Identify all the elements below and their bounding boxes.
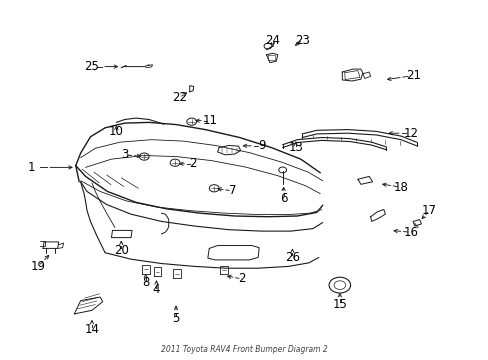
Text: 25: 25 bbox=[84, 60, 99, 73]
Text: 2011 Toyota RAV4 Front Bumper Diagram 2: 2011 Toyota RAV4 Front Bumper Diagram 2 bbox=[161, 345, 327, 354]
Text: 16: 16 bbox=[403, 226, 417, 239]
Text: 8: 8 bbox=[142, 276, 149, 289]
Text: 11: 11 bbox=[203, 114, 217, 127]
Text: 14: 14 bbox=[84, 323, 99, 336]
Text: 17: 17 bbox=[421, 204, 436, 217]
Text: 13: 13 bbox=[288, 141, 303, 154]
Text: 9: 9 bbox=[257, 139, 265, 152]
Text: 21: 21 bbox=[405, 69, 420, 82]
Text: 18: 18 bbox=[393, 181, 407, 194]
Text: 12: 12 bbox=[403, 127, 417, 140]
Text: 20: 20 bbox=[114, 244, 128, 257]
Text: 6: 6 bbox=[279, 192, 287, 204]
Text: 1: 1 bbox=[28, 161, 36, 174]
Text: 5: 5 bbox=[172, 312, 180, 325]
Text: 15: 15 bbox=[332, 298, 346, 311]
Text: 24: 24 bbox=[265, 34, 280, 47]
Text: 4: 4 bbox=[152, 283, 160, 296]
Text: 2: 2 bbox=[189, 157, 197, 170]
Text: 2: 2 bbox=[238, 273, 245, 285]
Text: 10: 10 bbox=[109, 125, 123, 138]
Text: 7: 7 bbox=[228, 184, 236, 197]
Text: 26: 26 bbox=[285, 251, 299, 264]
Text: 23: 23 bbox=[294, 34, 309, 47]
Text: 3: 3 bbox=[121, 148, 128, 161]
Text: 19: 19 bbox=[31, 260, 45, 273]
Text: 22: 22 bbox=[172, 91, 187, 104]
